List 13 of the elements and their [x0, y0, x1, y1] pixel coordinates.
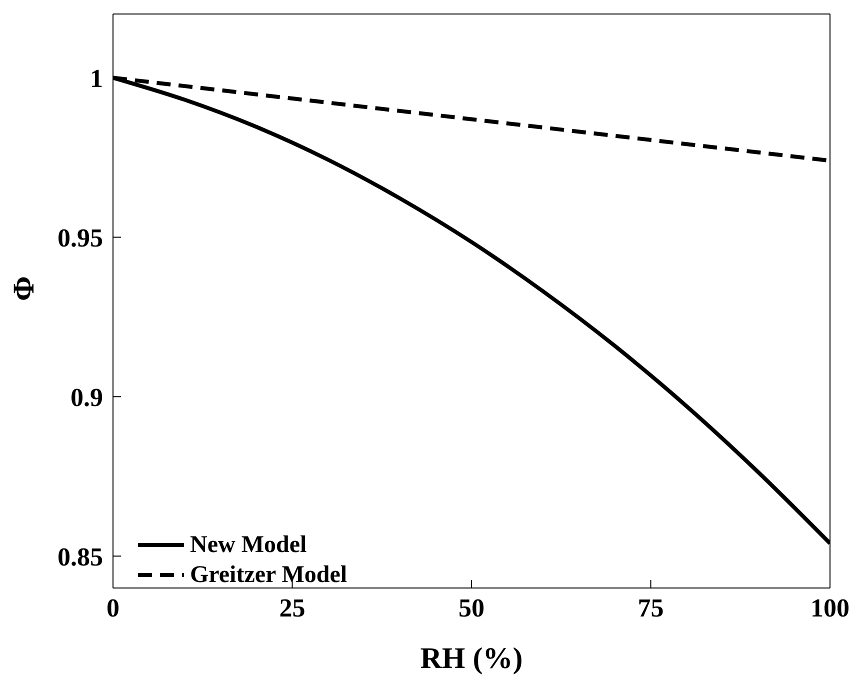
x-tick-label: 50 [458, 593, 484, 622]
y-tick-label: 0.9 [70, 382, 103, 412]
x-tick-label: 25 [279, 593, 306, 622]
x-axis-title: RH (%) [420, 642, 523, 675]
legend-label: Greitzer Model [190, 561, 348, 590]
legend-label: New Model [190, 531, 307, 560]
y-tick-label: 0.95 [58, 223, 103, 252]
y-tick-label: 0.85 [58, 542, 103, 572]
x-tick-label: 0 [106, 593, 120, 622]
y-tick-label: 1 [90, 64, 103, 94]
y-axis-title: Φ [8, 276, 41, 301]
x-tick-label: 75 [638, 593, 664, 622]
x-tick-label: 100 [810, 593, 850, 622]
